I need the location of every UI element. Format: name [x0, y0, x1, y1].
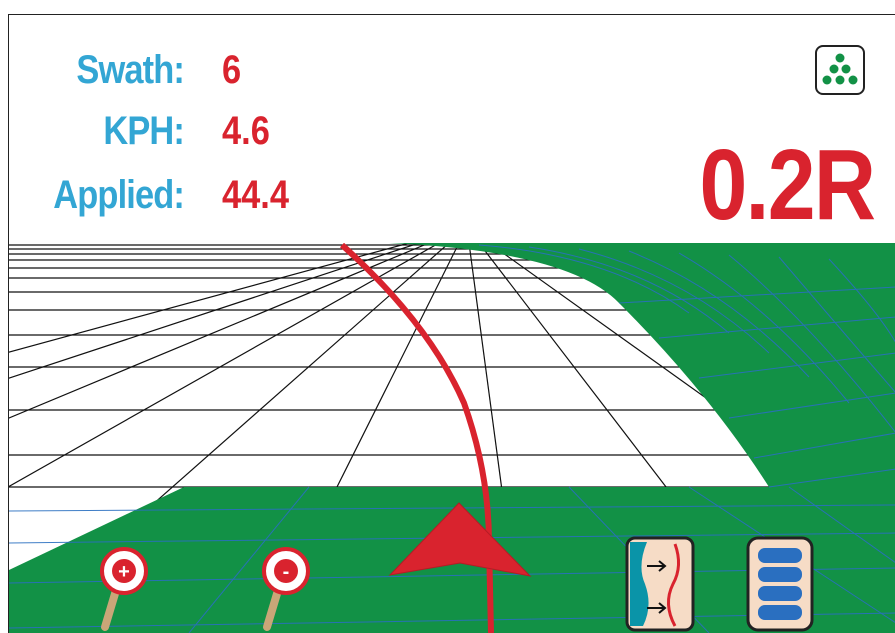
speed-value: 4.6: [222, 108, 270, 153]
zoom-in-button[interactable]: +: [97, 543, 157, 633]
swath-label: Swath:: [76, 47, 184, 92]
zoom-out-magnifier-icon: -: [262, 547, 310, 631]
zoom-out-button[interactable]: -: [259, 543, 319, 633]
dots-pattern-icon: [822, 53, 858, 85]
boom-sections-icon: [746, 536, 814, 632]
applied-label: Applied:: [53, 172, 185, 217]
boundary-button[interactable]: [625, 536, 695, 633]
applied-value: 44.4: [222, 172, 289, 217]
zoom-in-symbol: +: [118, 561, 130, 583]
zoom-out-symbol: -: [283, 561, 290, 583]
perspective-field-view[interactable]: + -: [9, 243, 895, 633]
swath-value: 6: [222, 47, 242, 92]
applied-coverage-right: [389, 243, 895, 487]
boundary-arrows-icon: [625, 536, 695, 632]
guidance-line: [339, 243, 494, 633]
guidance-screen: Swath: 6 KPH: 4.6 Applied: 44.4: [8, 14, 895, 633]
guidance-mode-button[interactable]: [815, 45, 865, 95]
status-panel: Swath: 6 KPH: 4.6 Applied: 44.4: [9, 15, 895, 243]
zoom-in-magnifier-icon: +: [100, 547, 148, 631]
boom-sections-button[interactable]: [746, 536, 814, 633]
vehicle-arrow-icon: [388, 502, 532, 577]
speed-label: KPH:: [103, 108, 185, 153]
cross-track-error: 0.2R: [699, 129, 876, 241]
